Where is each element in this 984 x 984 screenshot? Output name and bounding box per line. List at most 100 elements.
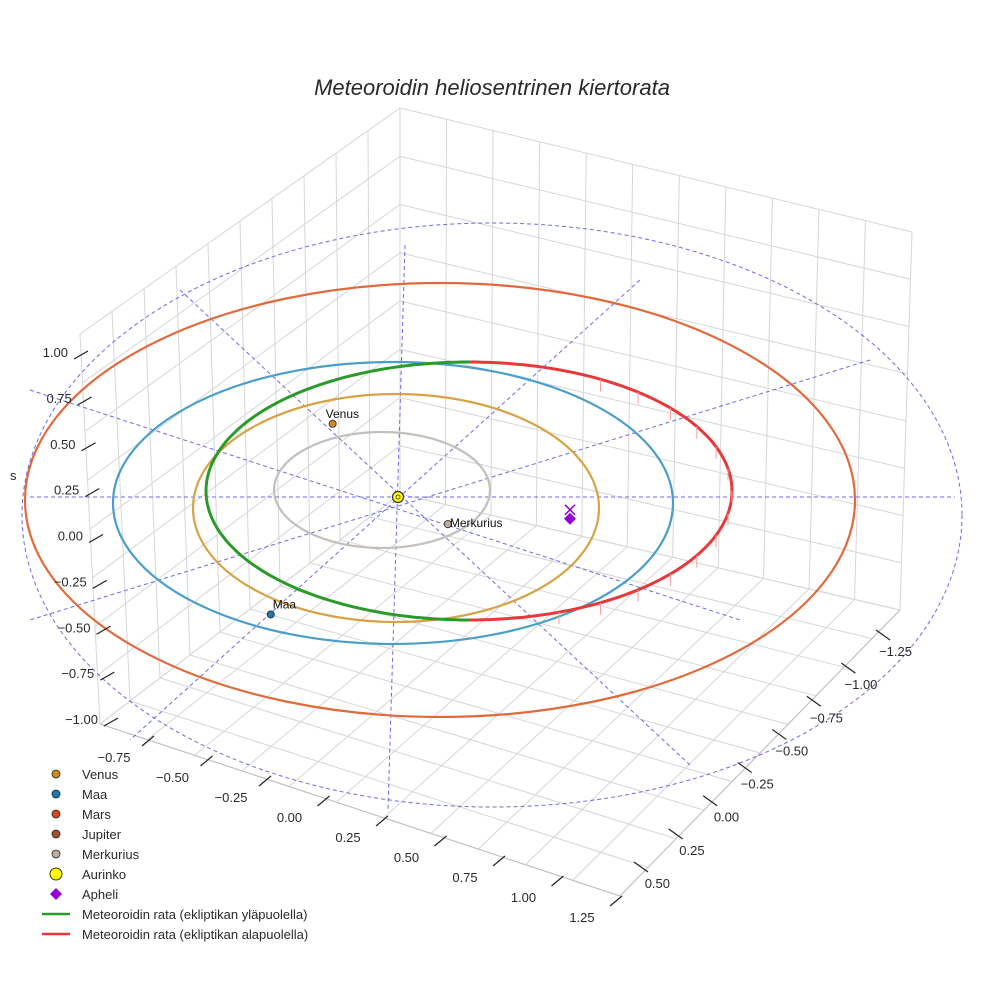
z-tick-label: 0.75 (46, 391, 71, 406)
grid-line-floor (194, 514, 492, 756)
z-tick-mark (103, 717, 119, 727)
orbit-venus (191, 392, 601, 624)
y-tick-mark (492, 855, 506, 867)
z-tick-label: 0.50 (50, 437, 75, 452)
maa-marker (266, 610, 275, 619)
y-tick-mark (258, 775, 272, 787)
grid-line-left-horizontal (84, 204, 401, 432)
x-tick-mark (668, 828, 683, 840)
x-tick-label: 0.50 (645, 876, 670, 891)
legend-marker-icon (51, 829, 61, 839)
grid-line-floor (399, 493, 901, 611)
x-tick-label: −0.75 (810, 710, 843, 725)
y-tick-mark (551, 875, 564, 887)
grid-line-left-horizontal (94, 397, 401, 627)
legend-marker-icon (51, 849, 61, 859)
z-tick-mark (88, 533, 104, 544)
y-tick-label: −0.25 (215, 790, 248, 805)
grid-line-floor (146, 504, 446, 741)
x-tick-label: −0.25 (741, 777, 774, 792)
z-tick-label: −1.00 (65, 712, 98, 727)
legend-label: Mars (82, 807, 111, 822)
merkurius-marker (443, 520, 452, 529)
x-tick-label: 0.25 (679, 843, 704, 858)
z-axis-title: s (10, 468, 17, 483)
y-tick-label: 0.50 (394, 850, 419, 865)
x-tick-label: −0.50 (775, 743, 808, 758)
ecliptic-guide-ring (21, 222, 963, 808)
legend-item-meteoroidin-7[interactable]: Meteoroidin rata (ekliptikan yläpuolella… (42, 907, 307, 922)
grid-line-right-horizontal (399, 204, 910, 327)
y-tick-mark (434, 835, 447, 847)
z-tick-label: −0.50 (58, 620, 91, 635)
axis-grid (79, 107, 913, 897)
y-tick-label: −0.50 (156, 770, 189, 785)
z-tick-mark (81, 442, 96, 452)
legend-item-meteoroidin-8[interactable]: Meteoroidin rata (ekliptikan alapuolella… (42, 927, 308, 942)
z-tick-label: 0.00 (58, 529, 83, 544)
y-tick-label: 1.25 (569, 910, 594, 925)
legend-label: Aurinko (82, 867, 126, 882)
legend-item-venus[interactable]: Venus (51, 767, 119, 782)
z-tick-mark (96, 625, 111, 635)
maa-label: Maa (273, 597, 297, 611)
x-tick-label: −1.25 (879, 644, 912, 659)
y-tick-label: 1.00 (511, 890, 536, 905)
sun-marker-core (395, 494, 401, 500)
grid-line-floor (572, 599, 855, 881)
chart-title: Meteoroidin heliosentrinen kiertorata (314, 75, 670, 100)
y-tick-mark (375, 815, 389, 827)
bodies: Merkurius Venus Maa (266, 407, 576, 619)
legend-marker-icon (51, 789, 61, 799)
grid-line-floor (430, 567, 719, 834)
legend-item-jupiter[interactable]: Jupiter (51, 827, 122, 842)
z-tick-label: 1.00 (43, 345, 68, 360)
x-tick-mark (702, 795, 718, 807)
legend-item-mars[interactable]: Mars (51, 807, 111, 822)
grid-line-floor (309, 562, 817, 697)
z-tick-mark (77, 396, 93, 406)
grid-line-left-horizontal (79, 107, 401, 335)
meteoroid-orbit-above (204, 360, 469, 622)
legend-label: Jupiter (82, 827, 122, 842)
tick-labels: −1.00 −0.75 −0.50 −0.25 0.00 0.25 0.50 0.75 1.00… (10, 345, 912, 925)
z-tick-label: −0.25 (54, 574, 87, 589)
grid-line-right-horizontal (399, 300, 907, 422)
grid-line-floor (189, 654, 705, 811)
ecliptic-guide-line (387, 244, 406, 811)
x-tick-mark (633, 861, 649, 873)
sun-marker (391, 490, 405, 504)
legend-item-aurinko[interactable]: Aurinko (49, 867, 126, 882)
venus-label: Venus (326, 407, 359, 421)
x-tick-mark (737, 762, 753, 774)
y-tick-mark (317, 795, 330, 807)
legend-label: Meteoroidin rata (ekliptikan yläpuolella… (82, 907, 307, 922)
legend-label: Apheli (82, 887, 118, 902)
aphelion-cross-icon (564, 504, 576, 516)
y-tick-mark (141, 735, 155, 747)
y-axis-line (99, 723, 621, 897)
legend[interactable]: Venus Maa Mars Jupiter Merkurius Aurinko Aphel… (42, 767, 308, 942)
legend-marker-icon (51, 769, 61, 779)
grid-line-floor (159, 677, 677, 840)
grid-line-floor (241, 525, 537, 772)
z-tick-mark (84, 488, 100, 498)
grid-line-right-horizontal (399, 155, 911, 280)
x-tick-mark (841, 662, 856, 674)
z-tick-mark (73, 350, 89, 360)
grid-line-left-horizontal (92, 348, 401, 579)
z-tick-mark (92, 579, 108, 589)
legend-label: Venus (82, 767, 119, 782)
y-tick-label: 0.75 (452, 870, 477, 885)
y-tick-label: 0.25 (335, 830, 360, 845)
legend-item-merkurius[interactable]: Merkurius (51, 847, 140, 862)
legend-label: Maa (82, 787, 108, 802)
meteoroid-orbit-below (469, 360, 734, 622)
grid-line-right-horizontal (399, 107, 913, 233)
x-tick-label: 0.00 (714, 810, 739, 825)
grid-line-right-horizontal (399, 445, 902, 564)
legend-label: Merkurius (82, 847, 140, 862)
legend-item-apheli[interactable]: Apheli (50, 887, 118, 902)
grid-line-left-horizontal (89, 300, 401, 530)
legend-item-maa[interactable]: Maa (51, 787, 108, 802)
